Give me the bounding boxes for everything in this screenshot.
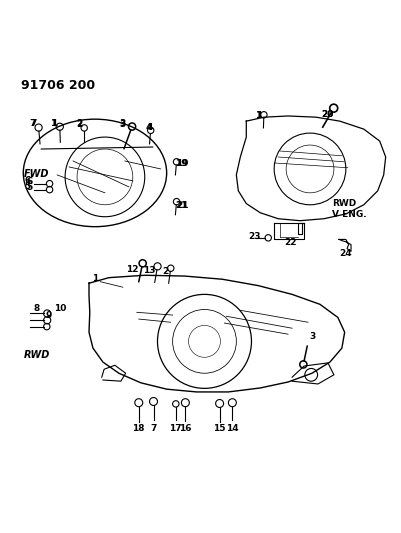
Text: 22: 22: [285, 238, 297, 247]
Text: 1: 1: [50, 119, 56, 127]
Text: 4: 4: [146, 124, 153, 132]
Text: 20: 20: [322, 110, 334, 119]
Text: RWD
V ENG.: RWD V ENG.: [332, 199, 367, 219]
Text: 3: 3: [310, 332, 316, 341]
Text: 14: 14: [226, 424, 239, 433]
Text: 21: 21: [176, 201, 189, 211]
Text: 1: 1: [51, 119, 57, 128]
Text: 13: 13: [143, 266, 156, 275]
Text: 5: 5: [24, 182, 30, 191]
Text: 18: 18: [132, 424, 145, 433]
Text: 3: 3: [120, 120, 126, 129]
Text: 17: 17: [169, 424, 181, 433]
Text: 3: 3: [119, 119, 125, 128]
Text: 5: 5: [26, 183, 32, 192]
Text: 21: 21: [175, 201, 188, 211]
Text: 20: 20: [322, 110, 334, 119]
Text: 6: 6: [24, 176, 30, 185]
Text: 16: 16: [179, 424, 192, 433]
Text: 6: 6: [26, 177, 32, 186]
Text: 2: 2: [162, 267, 168, 276]
Text: 4: 4: [146, 124, 152, 132]
Text: 23: 23: [248, 232, 261, 241]
Text: 9: 9: [45, 311, 52, 320]
Text: 12: 12: [126, 265, 138, 274]
Text: 2: 2: [77, 120, 83, 129]
Text: 24: 24: [340, 249, 352, 259]
Text: 1: 1: [92, 274, 98, 283]
Text: 15: 15: [213, 424, 226, 433]
Text: 8: 8: [33, 304, 40, 313]
Text: 91706 200: 91706 200: [21, 79, 95, 92]
Text: 10: 10: [54, 304, 67, 313]
Text: 1: 1: [256, 111, 263, 120]
Text: 1: 1: [255, 111, 261, 120]
Text: FWD: FWD: [24, 169, 50, 179]
Text: 7: 7: [150, 424, 157, 433]
Text: RWD: RWD: [24, 350, 51, 360]
Text: 19: 19: [176, 159, 189, 168]
Text: 7: 7: [29, 119, 36, 127]
Text: 2: 2: [76, 119, 83, 128]
Text: 7: 7: [31, 119, 37, 128]
Text: 19: 19: [175, 159, 188, 168]
